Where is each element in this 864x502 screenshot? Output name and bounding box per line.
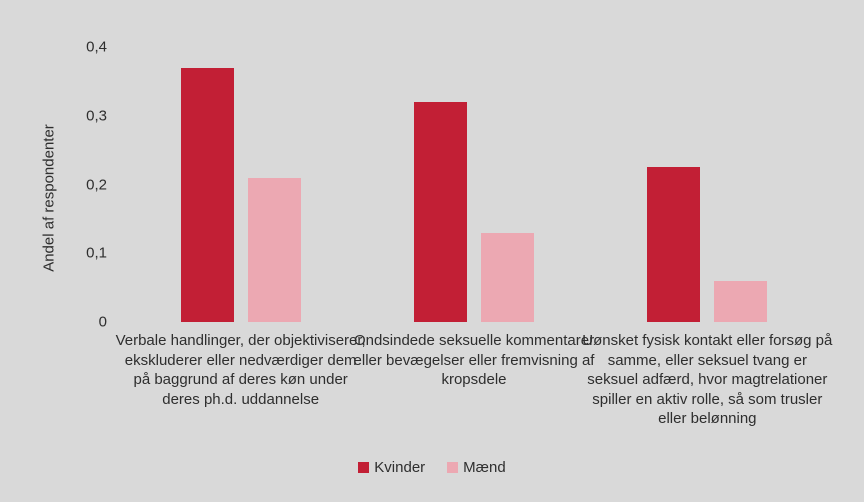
y-tick-label: 0,3 xyxy=(86,107,107,125)
category-label: Verbale handlinger, der objektiviserer, … xyxy=(115,332,366,408)
y-tick-label: 0,1 xyxy=(86,244,107,262)
y-tick-label: 0,2 xyxy=(86,176,107,193)
bar-kvinder-group-3 xyxy=(647,167,701,322)
legend-label: Mænd xyxy=(463,459,506,476)
bar-kvinder-group-2 xyxy=(414,102,467,322)
legend-swatch-icon xyxy=(447,462,459,473)
y-tick-label: 0 xyxy=(98,313,107,331)
bar-mænd-group-2 xyxy=(481,232,534,322)
legend: Kvinder Mænd xyxy=(0,459,864,476)
legend-swatch-icon xyxy=(358,462,370,473)
y-tick-label: 0,4 xyxy=(86,38,107,56)
category-label: Uønsket fysisk kontakt eller forsøg på s… xyxy=(582,332,833,427)
legend-item-mænd: Mænd xyxy=(447,459,506,476)
legend-item-kvinder: Kvinder xyxy=(358,459,425,476)
bar-kvinder-group-1 xyxy=(180,67,234,322)
legend-label: Kvinder xyxy=(374,459,426,476)
bar-mænd-group-1 xyxy=(247,177,301,322)
category-label: Ondsindede seksuelle kommentarer eller b… xyxy=(353,332,595,388)
bar-mænd-group-3 xyxy=(714,280,768,322)
